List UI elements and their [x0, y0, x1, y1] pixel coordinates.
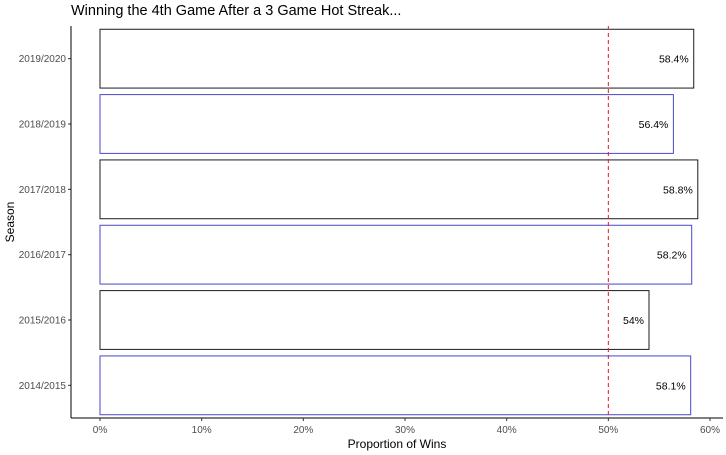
axes-group: 2014/2015 2015/2016 2016/2017 2017/2018 2018…	[19, 26, 723, 436]
x-tick-label: 0%	[93, 425, 108, 436]
bar-2015-2016	[99, 290, 650, 350]
bar-value-label: 54%	[623, 315, 644, 327]
x-tick-label: 30%	[395, 425, 415, 436]
x-tick-label: 50%	[598, 425, 618, 436]
y-tick-label: 2017/2018	[19, 185, 67, 196]
bar-2019-2020	[99, 28, 695, 89]
x-tick-label: 10%	[192, 425, 212, 436]
bar-value-label: 58.4%	[659, 54, 689, 66]
bar-2018-2019	[99, 94, 674, 154]
bar-value-label: 56.4%	[639, 119, 669, 131]
bar-2016-2017	[99, 224, 693, 285]
chart-title: Winning the 4th Game After a 3 Game Hot …	[71, 3, 401, 19]
bar-value-label: 58.2%	[657, 250, 687, 262]
bars-group: 58.1% 54% 58.2% 58.8% 56.4% 58.4%	[99, 28, 699, 416]
y-tick-label: 2015/2016	[19, 316, 67, 327]
y-axis-title: Season	[3, 202, 17, 243]
y-tick-label: 2016/2017	[19, 250, 67, 261]
x-tick-label: 20%	[293, 425, 313, 436]
bar-2017-2018	[99, 159, 699, 220]
bar-2014-2015	[99, 355, 692, 416]
y-tick-label: 2018/2019	[19, 120, 67, 131]
x-tick-label: 40%	[497, 425, 517, 436]
x-axis-title: Proportion of Wins	[348, 437, 447, 451]
y-tick-label: 2019/2020	[19, 54, 67, 65]
x-tick-label: 60%	[700, 425, 720, 436]
y-tick-label: 2014/2015	[19, 381, 67, 392]
bar-value-label: 58.8%	[663, 184, 693, 196]
bar-value-label: 58.1%	[656, 380, 686, 392]
